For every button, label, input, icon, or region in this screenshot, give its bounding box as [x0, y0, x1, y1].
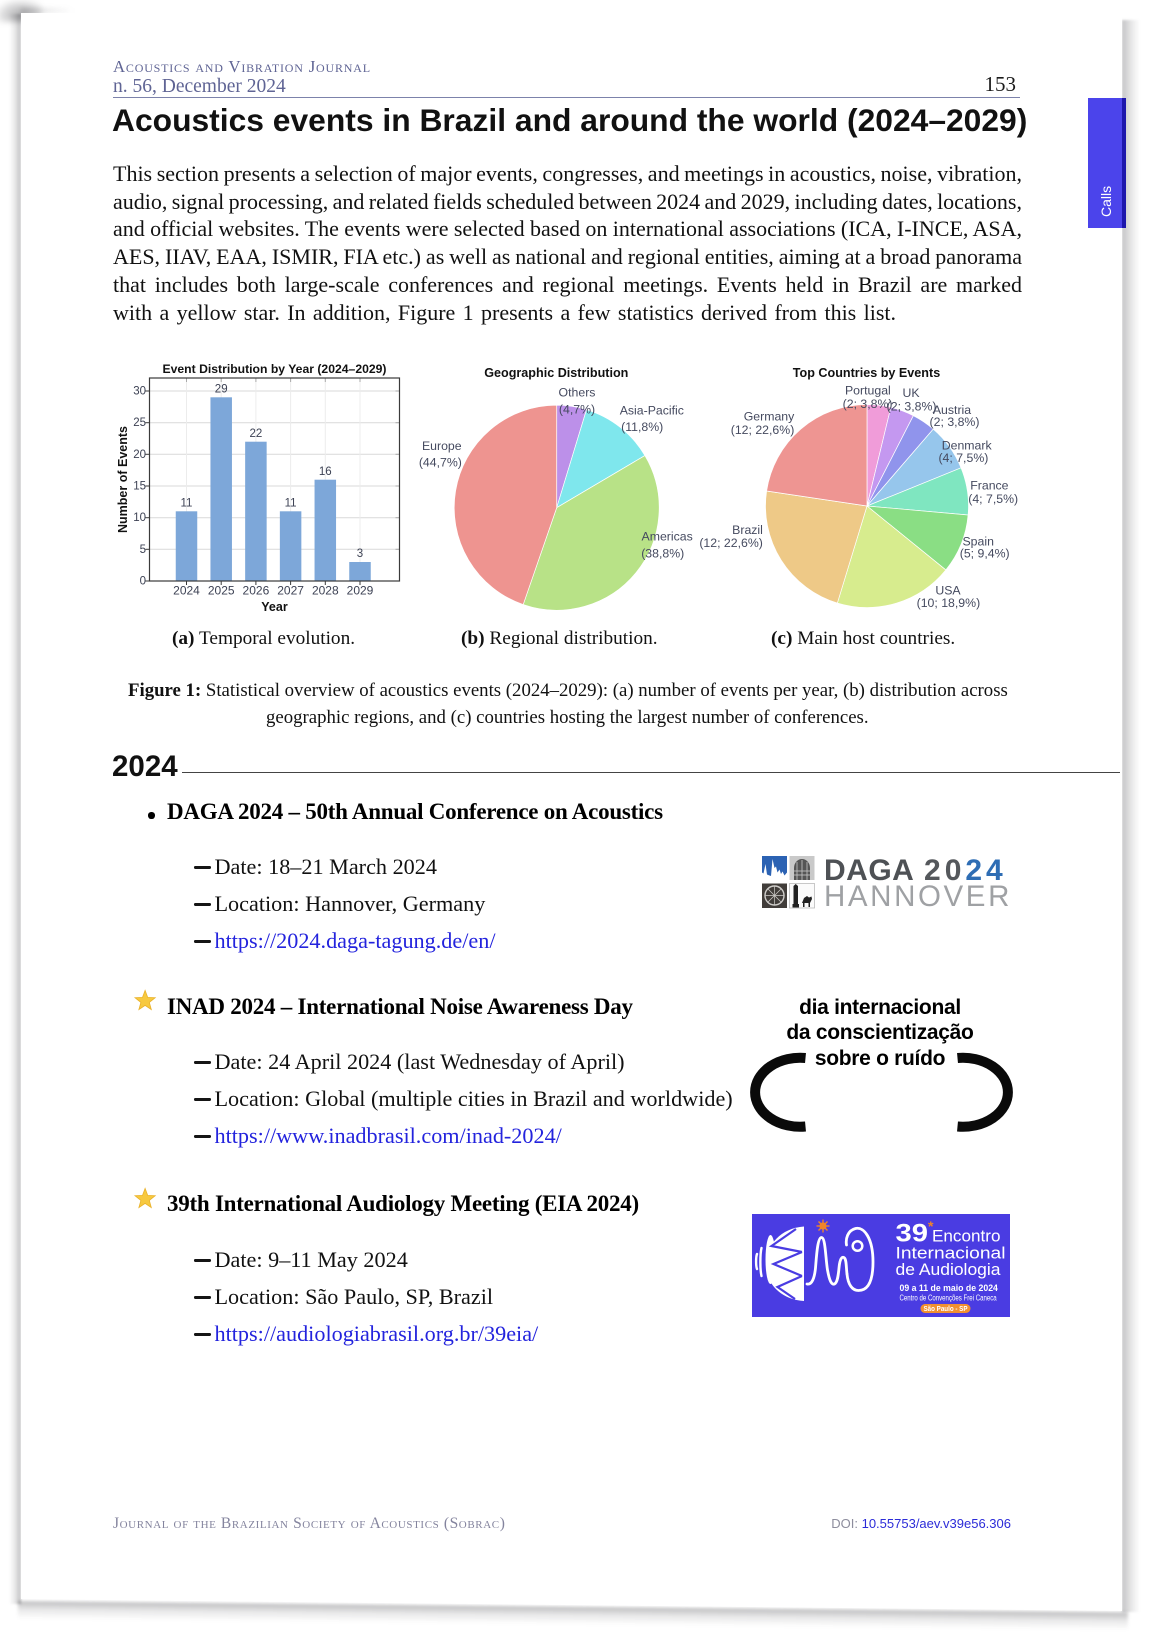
svg-text:HANNOVER: HANNOVER — [824, 880, 1012, 913]
svg-text:0: 0 — [140, 576, 146, 588]
svg-text:10: 10 — [133, 512, 146, 524]
svg-text:Germany: Germany — [744, 410, 795, 424]
svg-text:22: 22 — [250, 428, 263, 440]
svg-text:(4,7%): (4,7%) — [559, 403, 595, 417]
svg-text:Asia-Pacific: Asia-Pacific — [620, 404, 684, 418]
svg-text:Number of Events: Number of Events — [116, 426, 130, 533]
svg-text:Denmark: Denmark — [942, 439, 993, 453]
svg-text:France: France — [970, 479, 1008, 493]
svg-text:(12; 22,6%): (12; 22,6%) — [731, 423, 795, 437]
svg-text:Austria: Austria — [933, 403, 971, 417]
svg-text:Spain: Spain — [962, 535, 994, 549]
svg-text:Brazil: Brazil — [732, 523, 763, 537]
svg-text:de Audiologia: de Audiologia — [896, 1261, 1002, 1279]
svg-text:11: 11 — [181, 498, 193, 510]
svg-text:USA: USA — [935, 584, 961, 598]
svg-text:2025: 2025 — [208, 584, 235, 598]
svg-text:São Paulo - SP: São Paulo - SP — [924, 1304, 968, 1313]
svg-text:25: 25 — [133, 417, 146, 429]
svg-text:16: 16 — [319, 466, 332, 478]
svg-text:2024: 2024 — [924, 854, 1007, 887]
svg-text:(10; 18,9%): (10; 18,9%) — [917, 596, 981, 610]
svg-text:(4; 7,5%): (4; 7,5%) — [938, 451, 988, 465]
svg-text:Encontro: Encontro — [932, 1228, 1001, 1246]
svg-text:(2; 3,8%): (2; 3,8%) — [930, 415, 980, 429]
svg-text:*: * — [928, 1218, 934, 1234]
svg-text:20: 20 — [133, 449, 146, 461]
svg-text:DAGA: DAGA — [824, 854, 914, 887]
svg-text:2029: 2029 — [347, 584, 374, 598]
svg-text:(2; 3,8%): (2; 3,8%) — [887, 400, 937, 414]
svg-text:2026: 2026 — [243, 584, 270, 598]
svg-text:(12; 22,6%): (12; 22,6%) — [699, 536, 763, 550]
svg-text:(4; 7,5%): (4; 7,5%) — [968, 492, 1018, 506]
svg-text:Internacional: Internacional — [896, 1245, 1006, 1263]
svg-text:2027: 2027 — [277, 584, 304, 598]
svg-text:Year: Year — [261, 600, 288, 614]
svg-text:2028: 2028 — [312, 584, 339, 598]
svg-text:11: 11 — [285, 498, 297, 510]
svg-text:5: 5 — [140, 544, 146, 556]
svg-text:Centro de Convenções Frei Cane: Centro de Convenções Frei Caneca — [900, 1294, 998, 1303]
svg-text:Portugal: Portugal — [845, 383, 891, 397]
svg-text:Europe: Europe — [422, 439, 462, 453]
svg-text:3: 3 — [357, 548, 363, 560]
svg-text:39: 39 — [896, 1220, 929, 1248]
svg-text:(5; 9,4%): (5; 9,4%) — [960, 547, 1010, 561]
svg-text:Others: Others — [559, 386, 596, 400]
svg-text:2024: 2024 — [173, 584, 200, 598]
svg-text:Americas: Americas — [642, 530, 693, 544]
svg-text:(38,8%): (38,8%) — [641, 547, 684, 561]
svg-text:30: 30 — [133, 386, 146, 398]
svg-text:Top Countries by Events: Top Countries by Events — [793, 366, 940, 380]
svg-text:Event Distribution by Year (20: Event Distribution by Year (2024–2029) — [163, 362, 387, 376]
svg-text:(2; 3,8%): (2; 3,8%) — [843, 397, 893, 411]
svg-text:(44,7%): (44,7%) — [419, 456, 462, 470]
svg-text:Geographic Distribution: Geographic Distribution — [484, 366, 628, 380]
svg-text:UK: UK — [902, 386, 920, 400]
svg-text:09 a 11 de maio de 2024: 09 a 11 de maio de 2024 — [900, 1283, 999, 1294]
svg-text:15: 15 — [133, 481, 146, 493]
svg-text:29: 29 — [215, 384, 228, 396]
svg-text:(11,8%): (11,8%) — [621, 420, 663, 434]
